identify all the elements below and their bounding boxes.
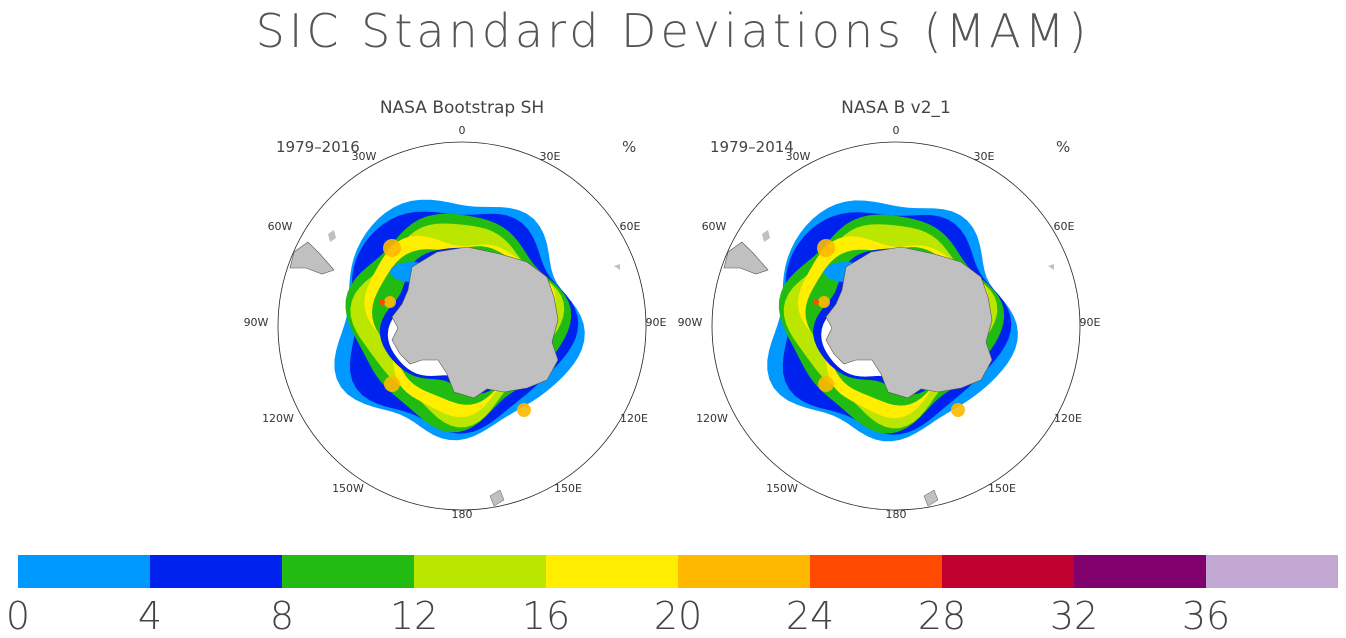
- polar-map: 0 30E 60E 90E 120E 150E 180 150W 120W 90W 60W 30W: [678, 124, 1101, 521]
- sic-hotspot: [951, 403, 965, 417]
- sic-hotspot: [517, 403, 531, 417]
- map-panel-v2-1: NASA B v2_1 1979–2014 % 0 30E 60E 90E 120E 15…: [676, 92, 1116, 532]
- longitude-label: 120E: [1054, 412, 1082, 425]
- sic-hotspot: [384, 376, 400, 392]
- longitude-label: 150E: [554, 482, 582, 495]
- sic-hotspot: [817, 239, 835, 257]
- sic-peak: [813, 299, 819, 305]
- longitude-label: 0: [893, 124, 900, 137]
- longitude-label: 30W: [352, 150, 377, 163]
- longitude-label: 30E: [540, 150, 561, 163]
- colorbar-tick-label: 28: [917, 594, 967, 638]
- longitude-label: 60W: [702, 220, 727, 233]
- period-label: 1979–2016: [276, 138, 360, 156]
- colorbar-tick-label: 32: [1049, 594, 1099, 638]
- colorbar-swatch: [942, 555, 1074, 588]
- colorbar-swatch: [1074, 555, 1206, 588]
- panel-title: NASA B v2_1: [841, 98, 951, 118]
- colorbar-swatch: [546, 555, 678, 588]
- longitude-label: 90W: [244, 316, 269, 329]
- kerguelen-island: [1048, 264, 1054, 270]
- colorbar-swatch: [18, 555, 150, 588]
- longitude-label: 90E: [646, 316, 667, 329]
- sic-peak: [379, 299, 385, 305]
- period-label: 1979–2014: [710, 138, 794, 156]
- antarctica-landmass: [825, 246, 993, 399]
- colorbar-swatch: [150, 555, 282, 588]
- sic-hotspot: [383, 239, 401, 257]
- colorbar-swatch: [810, 555, 942, 588]
- colorbar-tick-label: 24: [785, 594, 835, 638]
- colorbar-tick-label: 0: [5, 594, 31, 638]
- longitude-label: 180: [452, 508, 473, 521]
- longitude-label: 30E: [974, 150, 995, 163]
- longitude-label: 0: [459, 124, 466, 137]
- longitude-label: 120E: [620, 412, 648, 425]
- map-boundary: [711, 141, 1081, 511]
- sic-hotspot: [818, 376, 834, 392]
- south-america-landmass: [723, 241, 769, 275]
- main-title: SIC Standard Deviations (MAM): [255, 4, 1091, 58]
- polar-map: 0 30E 60E 90E 120E 150E 180 150W 120W 90W 60W 30W: [244, 124, 667, 521]
- map-panel-bootstrap: NASA Bootstrap SH 1979–2016 % 0 30E 60E 90E…: [242, 92, 682, 532]
- falkland-islands: [762, 230, 770, 242]
- colorbar-tick-label: 20: [653, 594, 703, 638]
- colorbar-swatch: [414, 555, 546, 588]
- antarctica-landmass: [391, 246, 559, 399]
- longitude-label: 60E: [1054, 220, 1075, 233]
- colorbar-swatch: [1206, 555, 1338, 588]
- map-boundary: [277, 141, 647, 511]
- longitude-label: 90W: [678, 316, 703, 329]
- longitude-label: 150W: [766, 482, 798, 495]
- south-america-landmass: [289, 241, 335, 275]
- colorbar-tick-label: 8: [269, 594, 295, 638]
- colorbar-tick-label: 12: [389, 594, 439, 638]
- colorbar-tick-label: 16: [521, 594, 571, 638]
- colorbar-tick-label: 36: [1181, 594, 1231, 638]
- colorbar-swatch: [282, 555, 414, 588]
- falkland-islands: [328, 230, 336, 242]
- colorbar-swatch: [678, 555, 810, 588]
- longitude-label: 150W: [332, 482, 364, 495]
- longitude-label: 90E: [1080, 316, 1101, 329]
- colorbar: [18, 555, 1338, 588]
- new-zealand-landmass: [489, 489, 505, 507]
- sic-hotspot: [818, 296, 830, 308]
- new-zealand-landmass: [923, 489, 939, 507]
- unit-label: %: [622, 138, 637, 156]
- longitude-label: 180: [886, 508, 907, 521]
- longitude-label: 150E: [988, 482, 1016, 495]
- longitude-label: 120W: [262, 412, 294, 425]
- colorbar-tick-label: 4: [137, 594, 163, 638]
- longitude-label: 60E: [620, 220, 641, 233]
- colorbar-ticks: 0 4 8 12 16 20 24 28 32 36: [0, 594, 1346, 638]
- longitude-label: 60W: [268, 220, 293, 233]
- longitude-label: 120W: [696, 412, 728, 425]
- longitude-label: 30W: [786, 150, 811, 163]
- kerguelen-island: [614, 264, 620, 270]
- unit-label: %: [1056, 138, 1071, 156]
- sic-hotspot: [384, 296, 396, 308]
- panel-title: NASA Bootstrap SH: [379, 98, 545, 118]
